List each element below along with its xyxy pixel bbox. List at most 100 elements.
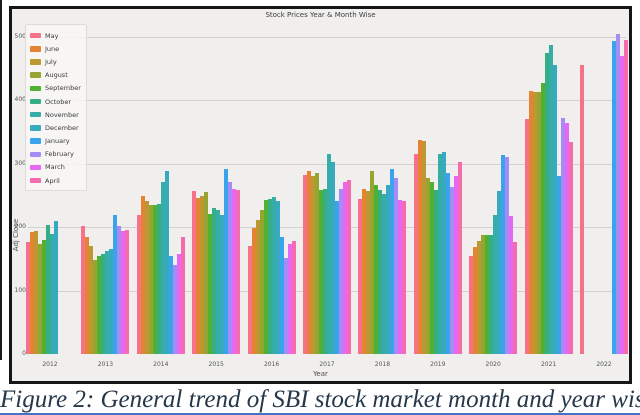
legend-item-june: June: [30, 42, 81, 55]
bar-july-2014: [144, 201, 149, 354]
bar-august-2019: [425, 178, 430, 354]
bar-july-2018: [366, 191, 371, 354]
x-tick-label: 2014: [153, 361, 169, 368]
y-tick-label: 300: [14, 159, 26, 167]
bar-january-2013: [113, 214, 118, 354]
bar-june-2012: [30, 231, 34, 354]
bar-september-2020: [485, 235, 490, 354]
bar-november-2021: [548, 44, 553, 354]
legend-label: January: [45, 137, 70, 146]
bar-january-2018: [390, 168, 395, 354]
legend-item-october: October: [30, 95, 81, 108]
x-tick-label: 2017: [319, 361, 335, 368]
bar-august-2015: [204, 192, 209, 354]
bar-august-2021: [536, 92, 541, 354]
bar-march-2022: [620, 56, 624, 354]
legend-item-may: May: [30, 29, 81, 42]
bar-april-2022: [624, 40, 628, 354]
bar-july-2013: [89, 245, 94, 354]
chart-title: Stock Prices Year & Month Wise: [265, 11, 376, 19]
bar-august-2013: [93, 259, 98, 354]
bar-november-2017: [327, 153, 331, 354]
legend-label: May: [45, 31, 59, 40]
bar-september-2012: [42, 239, 46, 354]
y-gridline: [28, 37, 626, 38]
bar-march-2019: [453, 176, 458, 354]
x-tick-label: 2021: [540, 361, 557, 368]
bar-july-2021: [532, 91, 537, 354]
y-tick-label: 200: [14, 223, 26, 231]
bar-june-2021: [528, 90, 533, 354]
bar-january-2015: [224, 168, 229, 354]
bar-july-2017: [311, 175, 315, 354]
bar-november-2014: [160, 181, 165, 354]
bar-december-2016: [275, 201, 280, 354]
bar-july-2020: [477, 240, 482, 354]
bar-february-2014: [172, 265, 177, 354]
legend-swatch-icon: [30, 98, 41, 105]
bar-april-2017: [347, 179, 351, 354]
bar-january-2021: [556, 176, 561, 354]
legend-item-april: April: [30, 174, 81, 187]
legend-swatch-icon: [30, 46, 41, 52]
legend-label: September: [45, 84, 81, 93]
bar-may-2021: [524, 119, 529, 354]
figure-caption: Figure 2: General trend of SBI stock mar…: [0, 386, 640, 413]
bar-december-2018: [386, 184, 391, 354]
bar-may-2013: [81, 225, 86, 354]
x-tick-label: 2012: [42, 361, 58, 368]
bar-march-2021: [564, 122, 569, 354]
bar-april-2013: [125, 229, 130, 354]
bar-june-2020: [473, 247, 478, 354]
legend-swatch-icon: [30, 72, 41, 78]
bar-february-2013: [117, 225, 122, 354]
bar-march-2015: [232, 189, 237, 354]
bar-october-2020: [489, 234, 494, 354]
bar-april-2014: [180, 236, 185, 354]
bar-september-2016: [263, 199, 268, 354]
legend-item-november: November: [30, 108, 81, 121]
legend-swatch-icon: [30, 177, 41, 184]
bar-november-2019: [437, 153, 442, 354]
bar-november-2018: [382, 193, 387, 354]
bar-april-2016: [291, 240, 296, 354]
bar-july-2012: [34, 231, 38, 354]
bar-march-2014: [176, 254, 181, 354]
bar-june-2018: [362, 188, 367, 354]
bar-april-2020: [513, 241, 518, 354]
legend-label: February: [45, 150, 74, 159]
bar-december-2014: [164, 171, 169, 354]
bar-march-2017: [343, 181, 347, 354]
bar-september-2014: [152, 205, 157, 354]
document-left-border: [0, 0, 2, 360]
x-tick-label: 2015: [208, 361, 224, 368]
legend-item-july: July: [30, 55, 81, 68]
legend-label: June: [45, 44, 60, 53]
legend-item-august: August: [30, 69, 81, 82]
y-tick-label: 100: [14, 286, 26, 294]
x-axis-label: Year: [313, 370, 328, 378]
legend-item-september: September: [30, 82, 81, 95]
bar-april-2018: [402, 201, 407, 354]
x-tick-label: 2019: [430, 361, 446, 368]
legend-item-december: December: [30, 121, 81, 134]
bar-march-2016: [287, 243, 292, 354]
bar-september-2013: [97, 256, 102, 354]
legend-label: July: [45, 57, 57, 66]
x-tick-label: 2016: [263, 361, 280, 368]
legend-item-march: March: [30, 161, 81, 174]
bar-june-2013: [85, 237, 90, 354]
bar-august-2014: [148, 205, 153, 354]
bar-december-2017: [331, 161, 335, 354]
bar-august-2020: [481, 234, 486, 354]
bar-june-2017: [307, 171, 311, 354]
bar-december-2020: [497, 191, 502, 354]
bar-june-2016: [251, 227, 256, 354]
legend-swatch-icon: [30, 111, 41, 118]
bar-february-2022: [616, 33, 620, 354]
bar-november-2020: [493, 215, 498, 354]
legend-item-february: February: [30, 148, 81, 161]
bar-january-2019: [445, 173, 450, 354]
legend-swatch-icon: [30, 59, 41, 65]
